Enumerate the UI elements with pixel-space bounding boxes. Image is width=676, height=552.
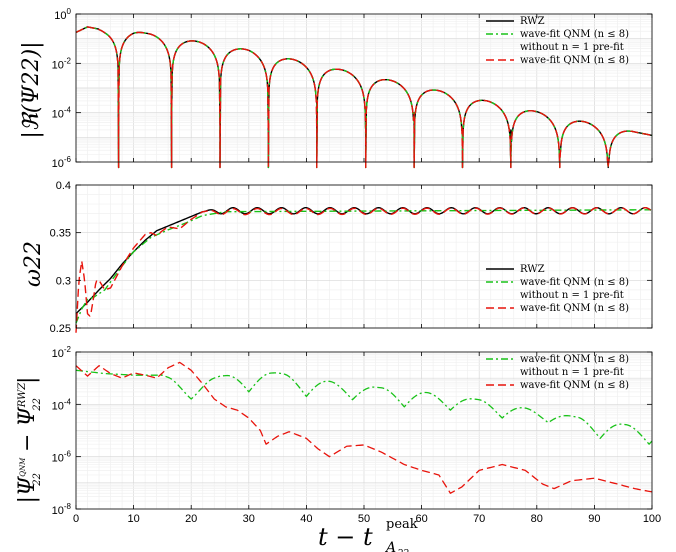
- bottom-ylabel-psi-b: Ψ: [15, 407, 40, 427]
- bottom-grid: [75, 352, 653, 510]
- x-tick-label: 60: [415, 513, 427, 525]
- y-tick-label: 10-2: [52, 56, 72, 71]
- panel-middle-omega22: 0.25 0.3 0.35 0.4 RWZ wave-fit QNM (n ≤ 8) wit…: [50, 180, 653, 335]
- red-line: [75, 361, 653, 494]
- x-tick-label: 20: [185, 513, 197, 525]
- bottom-ylabel-sub-b: 22: [32, 398, 43, 412]
- legend-label: wave-fit QNM (n ≤ 8): [520, 303, 629, 314]
- y-tick-label: 0.4: [56, 180, 71, 192]
- bottom-legend: wave-fit QNM (n ≤ 8) without n = 1 pre-fi…: [486, 354, 629, 391]
- middle-legend: RWZ wave-fit QNM (n ≤ 8) without n = 1 pre…: [486, 264, 629, 314]
- legend-label-line2: without n = 1 pre-fit: [520, 290, 624, 301]
- top-legend: RWZ wave-fit QNM (n ≤ 8) without n = 1 pre…: [486, 16, 629, 66]
- y-tick-label: 0.25: [50, 323, 71, 335]
- green-line: [75, 369, 653, 445]
- y-tick-label: 10-8: [52, 502, 72, 517]
- red-line: [75, 207, 652, 333]
- legend-label: RWZ: [520, 16, 545, 27]
- x-tick-label: 80: [531, 513, 543, 525]
- legend-label: wave-fit QNM (n ≤ 8): [520, 55, 629, 66]
- bottom-ylabel-qnm: QNM: [19, 457, 27, 477]
- xlabel-sub: A: [384, 540, 396, 552]
- legend-label-line2: without n = 1 pre-fit: [520, 42, 624, 53]
- panel-top-abs-real-psi22: 10-6 10-4 10-2 100 RWZ wave-fit QNM (n ≤ 8) wi…: [52, 7, 653, 170]
- legend-label: wave-fit QNM (n ≤ 8): [520, 354, 629, 365]
- legend-label-line2: without n = 1 pre-fit: [520, 367, 624, 378]
- y-tick-label: 10-4: [52, 106, 72, 121]
- y-tick-label: 10-2: [52, 345, 72, 360]
- y-tick-label: 10-6: [52, 450, 72, 465]
- middle-ylabel: ω22: [21, 241, 46, 287]
- x-axis-label: t − t peak A 22: [318, 517, 418, 552]
- top-ylabel: |ℜ(Ψ22)|: [19, 41, 44, 138]
- y-tick-label: 0.3: [56, 275, 71, 287]
- green-line: [75, 209, 651, 324]
- legend-label: RWZ: [520, 264, 545, 275]
- bottom-ylabel-psi-a: Ψ: [15, 476, 40, 496]
- x-tick-label: 90: [588, 513, 600, 525]
- xlabel-sup: peak: [386, 517, 418, 532]
- y-tick-label: 10-4: [52, 397, 72, 412]
- bottom-ylabel-rwz: RWZ: [17, 382, 28, 409]
- bottom-ylabel-sub-a: 22: [32, 473, 43, 487]
- x-tick-label: 10: [127, 513, 139, 525]
- xlabel-subsub: 22: [398, 549, 409, 552]
- x-tick-label: 40: [300, 513, 312, 525]
- x-tick-label: 30: [243, 513, 255, 525]
- legend-label: wave-fit QNM (n ≤ 8): [520, 277, 629, 288]
- x-tick-label: 70: [473, 513, 485, 525]
- red-line: [75, 26, 653, 169]
- xlabel-main: t − t: [318, 523, 373, 551]
- x-tick-label: 50: [358, 513, 370, 525]
- x-tick-label: 100: [643, 513, 661, 525]
- y-tick-label: 100: [54, 7, 71, 22]
- y-tick-label: 0.35: [50, 228, 71, 240]
- y-tick-label: 10-6: [52, 155, 72, 170]
- legend-label: wave-fit QNM (n ≤ 8): [520, 380, 629, 391]
- bottom-ylabel: |ΨQNM22 − ΨRWZ 22|: [15, 377, 43, 504]
- x-tick-label: 0: [73, 513, 79, 525]
- panel-bottom-qnm-rwz-difference: 0 10 20 30 40 50 60 70 80 90 100 10-8 10-6 10-4 10-2 wa…: [52, 345, 662, 525]
- legend-label: wave-fit QNM (n ≤ 8): [520, 29, 629, 40]
